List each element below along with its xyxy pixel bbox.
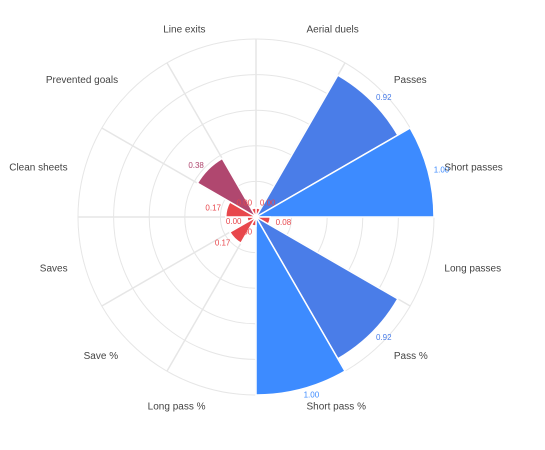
category-label-aerial-duels: Aerial duels	[307, 25, 359, 36]
category-label-saves: Saves	[40, 264, 68, 275]
category-label-line-exits: Line exits	[163, 25, 205, 36]
category-label-passes: Passes	[394, 75, 427, 86]
value-label-long-pass-pct: 0.00	[237, 228, 253, 237]
category-label-short-pass-pct: Short pass %	[307, 401, 367, 412]
category-label-long-pass-pct: Long pass %	[148, 401, 206, 412]
slice-short-passes	[253, 126, 435, 218]
slice-passes	[253, 74, 399, 220]
category-labels: Aerial duels Passes Short passes Long passe…	[9, 25, 503, 413]
slice-save-pct	[228, 214, 259, 245]
value-label-clean-sheets: 0.17	[205, 204, 221, 213]
slice-short-pass-pct	[255, 214, 347, 396]
value-label-long-passes: 0.08	[276, 218, 292, 227]
category-label-long-passes: Long passes	[444, 264, 501, 275]
value-labels: 0.00 0.92 1.00 0.08 0.92 1.00 0.00 0.17 0.00 0.17…	[188, 93, 449, 400]
value-label-line-exits: 0.00	[237, 199, 253, 208]
slice-prevented-goals	[196, 157, 259, 220]
value-label-aerial-duels: 0.00	[260, 199, 276, 208]
category-label-pass-pct: Pass %	[394, 351, 428, 362]
slice-line-exits	[250, 207, 257, 220]
value-label-prevented-goals: 0.38	[188, 161, 204, 170]
category-label-short-passes: Short passes	[444, 163, 502, 174]
category-label-save-pct: Save %	[84, 351, 119, 362]
value-label-passes: 0.92	[376, 93, 392, 102]
slice-pass-pct	[253, 214, 399, 360]
value-label-short-passes: 1.00	[434, 165, 450, 174]
value-label-short-pass-pct: 1.00	[304, 391, 320, 400]
category-label-clean-sheets: Clean sheets	[9, 163, 67, 174]
slices	[196, 74, 435, 396]
value-label-save-pct: 0.17	[215, 239, 231, 248]
category-label-prevented-goals: Prevented goals	[46, 75, 118, 86]
value-label-pass-pct: 0.92	[376, 333, 392, 342]
value-label-saves: 0.00	[226, 217, 242, 226]
